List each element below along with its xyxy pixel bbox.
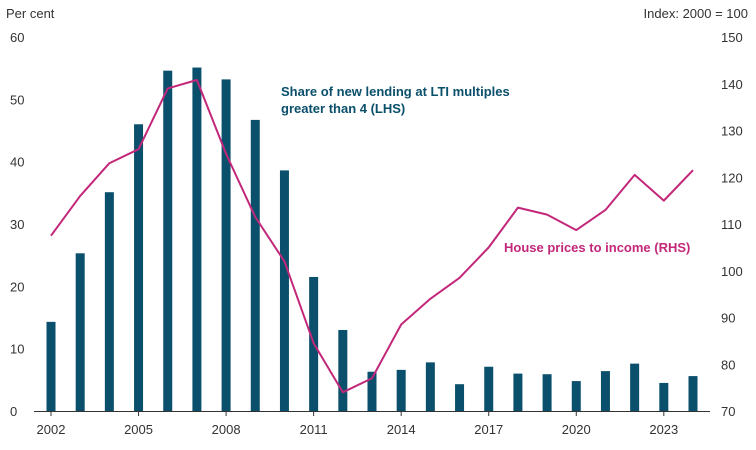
bar-2014 (396, 369, 406, 411)
bar-2003 (75, 253, 85, 411)
left-axis-unit-label: Per cent (6, 6, 55, 21)
line-series (50, 79, 694, 394)
x-tick-label: 2011 (300, 422, 328, 437)
x-tick-label: 2014 (387, 422, 416, 437)
bar-2004 (104, 192, 114, 411)
left-tick-label: 0 (10, 404, 17, 419)
x-tick-label: 2020 (562, 422, 591, 437)
left-tick-label: 10 (10, 342, 24, 357)
left-tick-label: 40 (10, 155, 24, 170)
x-axis-ticks: 2002 2005 2008 2011 2014 2017 2020 2023 (37, 411, 678, 437)
left-tick-label: 20 (10, 279, 24, 294)
bar-2019 (542, 374, 552, 411)
x-tick-label: 2008 (212, 422, 241, 437)
right-axis-ticks: 70 80 90 100 110 120 130 140 150 (721, 30, 743, 419)
house-price-income-line (50, 79, 694, 394)
bar-2007 (192, 67, 202, 411)
right-tick-label: 130 (721, 124, 743, 139)
bar-2010 (279, 170, 289, 411)
bar-2012 (338, 329, 348, 411)
bar-2021 (600, 371, 610, 411)
right-tick-label: 70 (721, 404, 735, 419)
x-tick-label: 2017 (474, 422, 503, 437)
bar-2024 (688, 376, 698, 411)
right-tick-label: 80 (721, 357, 735, 372)
bar-2008 (221, 79, 231, 411)
right-tick-label: 100 (721, 264, 743, 279)
right-tick-label: 120 (721, 170, 743, 185)
bar-2005 (134, 124, 144, 412)
line-series-label: House prices to income (RHS) (504, 240, 690, 255)
left-axis-ticks: 0 10 20 30 40 50 60 (10, 30, 24, 419)
x-tick-label: 2023 (649, 422, 678, 437)
left-tick-label: 50 (10, 92, 24, 107)
bar-2023 (659, 382, 669, 411)
bar-2016 (455, 384, 465, 411)
bar-series-label-line2: greater than 4 (LHS) (281, 101, 405, 116)
bar-2015 (425, 362, 435, 411)
right-tick-label: 140 (721, 77, 743, 92)
x-tick-label: 2002 (37, 422, 66, 437)
right-tick-label: 110 (721, 217, 742, 232)
bar-2002 (46, 321, 56, 411)
bar-2020 (571, 381, 581, 411)
right-tick-label: 90 (721, 311, 735, 326)
bar-2022 (630, 363, 640, 411)
right-axis-unit-label: Index: 2000 = 100 (644, 6, 748, 21)
bar-2018 (513, 373, 523, 411)
left-tick-label: 60 (10, 30, 24, 45)
right-tick-label: 150 (721, 30, 743, 45)
bar-series-label-line1: Share of new lending at LTI multiples (281, 84, 510, 99)
bar-2009 (250, 119, 260, 412)
left-tick-label: 30 (10, 217, 24, 232)
bar-2017 (484, 366, 494, 411)
bar-2013 (367, 371, 377, 411)
x-tick-label: 2005 (124, 422, 153, 437)
bar-2006 (163, 70, 173, 411)
